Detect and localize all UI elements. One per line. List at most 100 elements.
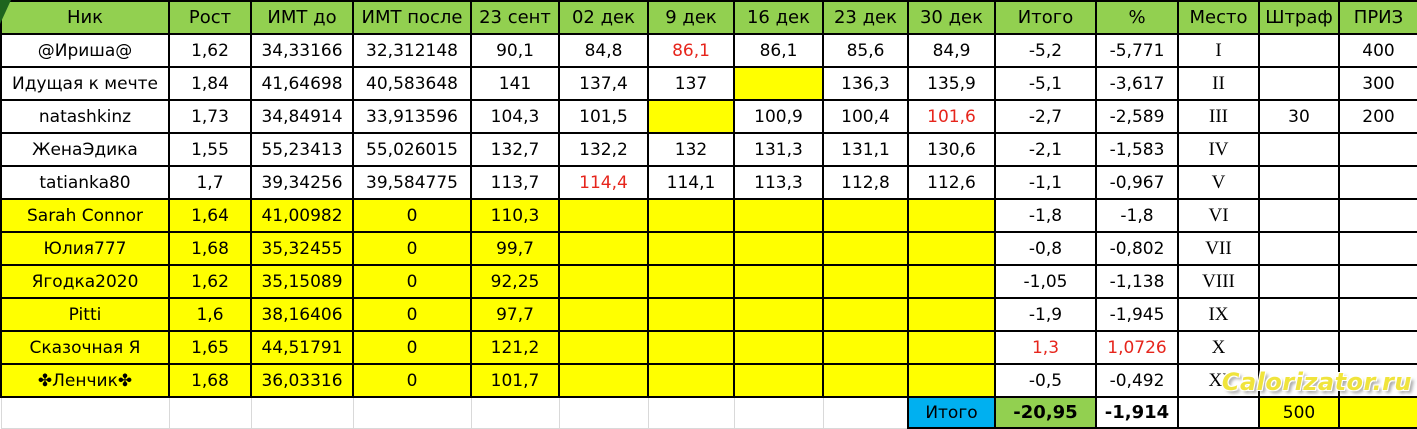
cell[interactable]: -1,914 bbox=[1095, 396, 1179, 429]
cell[interactable] bbox=[1338, 363, 1417, 398]
cell[interactable]: 92,25 bbox=[470, 264, 560, 299]
cell[interactable]: 112,8 bbox=[822, 165, 909, 200]
cell[interactable]: X bbox=[1177, 330, 1260, 365]
column-header[interactable]: ИМТ до bbox=[250, 0, 354, 35]
cell[interactable]: -1,945 bbox=[1095, 297, 1179, 332]
column-header[interactable]: Рост bbox=[168, 0, 252, 35]
cell[interactable] bbox=[558, 396, 649, 429]
cell[interactable] bbox=[168, 396, 252, 429]
cell[interactable]: 34,84914 bbox=[250, 99, 354, 134]
cell[interactable] bbox=[1338, 132, 1417, 167]
cell[interactable]: ✤Ленчик✤ bbox=[0, 363, 170, 398]
column-header[interactable]: ПРИЗ bbox=[1338, 0, 1417, 35]
cell[interactable]: -0,492 bbox=[1095, 363, 1179, 398]
cell[interactable]: 35,32455 bbox=[250, 231, 354, 266]
cell[interactable] bbox=[1258, 132, 1340, 167]
cell[interactable] bbox=[1258, 330, 1340, 365]
cell[interactable] bbox=[558, 330, 649, 365]
cell[interactable] bbox=[822, 231, 909, 266]
cell[interactable] bbox=[1177, 396, 1260, 429]
cell[interactable]: V bbox=[1177, 165, 1260, 200]
cell[interactable] bbox=[1338, 264, 1417, 299]
column-header[interactable]: % bbox=[1095, 0, 1179, 35]
cell[interactable]: 132,7 bbox=[470, 132, 560, 167]
cell[interactable]: 135,9 bbox=[907, 66, 996, 101]
cell[interactable]: 40,583648 bbox=[352, 66, 472, 101]
cell[interactable]: 1,6 bbox=[168, 297, 252, 332]
cell[interactable]: 0 bbox=[352, 198, 472, 233]
cell[interactable] bbox=[907, 297, 996, 332]
cell[interactable]: 1,73 bbox=[168, 99, 252, 134]
cell[interactable]: II bbox=[1177, 66, 1260, 101]
cell[interactable]: 1,64 bbox=[168, 198, 252, 233]
cell[interactable]: 1,68 bbox=[168, 363, 252, 398]
column-header[interactable]: 16 дек bbox=[733, 0, 824, 35]
cell[interactable]: VII bbox=[1177, 231, 1260, 266]
cell[interactable]: 86,1 bbox=[647, 33, 735, 68]
cell[interactable]: 141 bbox=[470, 66, 560, 101]
cell[interactable]: 35,15089 bbox=[250, 264, 354, 299]
cell[interactable]: 1,55 bbox=[168, 132, 252, 167]
cell[interactable] bbox=[558, 264, 649, 299]
cell[interactable]: tatianka80 bbox=[0, 165, 170, 200]
cell[interactable] bbox=[558, 198, 649, 233]
cell[interactable] bbox=[558, 297, 649, 332]
cell[interactable] bbox=[907, 198, 996, 233]
cell[interactable] bbox=[647, 99, 735, 134]
cell[interactable]: 114,1 bbox=[647, 165, 735, 200]
cell[interactable] bbox=[1258, 165, 1340, 200]
cell[interactable] bbox=[822, 363, 909, 398]
cell[interactable]: 36,03316 bbox=[250, 363, 354, 398]
cell[interactable] bbox=[647, 198, 735, 233]
cell[interactable]: -0,967 bbox=[1095, 165, 1179, 200]
cell[interactable]: 38,16406 bbox=[250, 297, 354, 332]
cell[interactable]: 101,7 bbox=[470, 363, 560, 398]
cell[interactable]: 112,6 bbox=[907, 165, 996, 200]
cell[interactable]: -2,1 bbox=[994, 132, 1097, 167]
cell[interactable]: 137,4 bbox=[558, 66, 649, 101]
cell[interactable]: IV bbox=[1177, 132, 1260, 167]
cell[interactable]: 44,51791 bbox=[250, 330, 354, 365]
cell[interactable]: XI bbox=[1177, 363, 1260, 398]
cell[interactable]: -0,8 bbox=[994, 231, 1097, 266]
cell[interactable] bbox=[647, 363, 735, 398]
cell[interactable] bbox=[1338, 330, 1417, 365]
cell[interactable]: 0 bbox=[352, 297, 472, 332]
cell[interactable] bbox=[1258, 198, 1340, 233]
cell[interactable]: 1,7 bbox=[168, 165, 252, 200]
cell[interactable]: -2,589 bbox=[1095, 99, 1179, 134]
cell[interactable]: -1,1 bbox=[994, 165, 1097, 200]
cell[interactable]: 113,3 bbox=[733, 165, 824, 200]
cell[interactable]: 0 bbox=[352, 231, 472, 266]
cell[interactable] bbox=[822, 396, 909, 429]
column-header[interactable]: 23 дек bbox=[822, 0, 909, 35]
cell[interactable] bbox=[907, 363, 996, 398]
cell[interactable] bbox=[647, 297, 735, 332]
cell[interactable]: 101,5 bbox=[558, 99, 649, 134]
cell[interactable]: -0,5 bbox=[994, 363, 1097, 398]
cell[interactable]: VI bbox=[1177, 198, 1260, 233]
column-header[interactable]: ИМТ после bbox=[352, 0, 472, 35]
cell[interactable]: 41,00982 bbox=[250, 198, 354, 233]
column-header[interactable]: Штраф bbox=[1258, 0, 1340, 35]
column-header[interactable]: 23 сент bbox=[470, 0, 560, 35]
cell[interactable]: Идущая к мечте bbox=[0, 66, 170, 101]
cell[interactable] bbox=[250, 396, 354, 429]
cell[interactable] bbox=[1258, 363, 1340, 398]
cell[interactable]: Pitti bbox=[0, 297, 170, 332]
cell[interactable] bbox=[1258, 231, 1340, 266]
cell[interactable] bbox=[733, 198, 824, 233]
cell[interactable]: -2,7 bbox=[994, 99, 1097, 134]
cell[interactable]: 41,64698 bbox=[250, 66, 354, 101]
cell[interactable]: Сказочная Я bbox=[0, 330, 170, 365]
cell[interactable] bbox=[1338, 396, 1417, 429]
cell[interactable] bbox=[733, 66, 824, 101]
cell[interactable]: 137 bbox=[647, 66, 735, 101]
cell[interactable]: 101,6 bbox=[907, 99, 996, 134]
column-header[interactable]: 02 дек bbox=[558, 0, 649, 35]
cell[interactable]: 84,8 bbox=[558, 33, 649, 68]
cell[interactable]: natashkinz bbox=[0, 99, 170, 134]
cell[interactable] bbox=[647, 330, 735, 365]
cell[interactable]: 84,9 bbox=[907, 33, 996, 68]
cell[interactable]: 99,7 bbox=[470, 231, 560, 266]
